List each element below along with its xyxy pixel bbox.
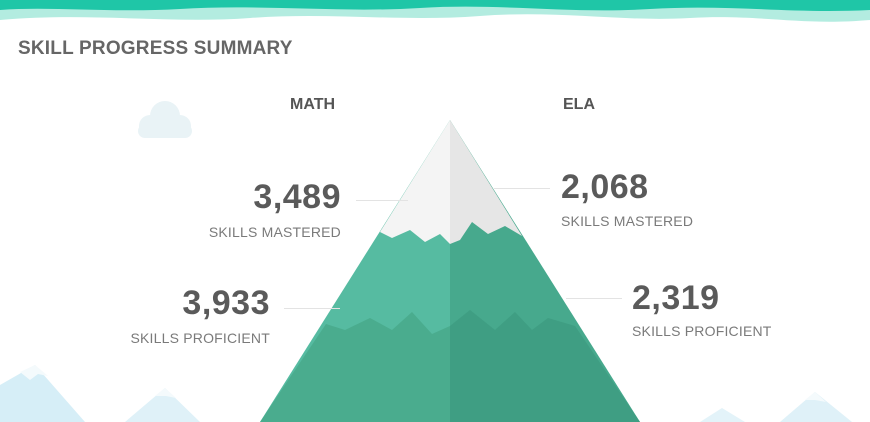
- ela-mastered-value: 2,068: [561, 168, 649, 206]
- ela-proficient-label: SKILLS PROFICIENT: [632, 323, 772, 339]
- ela-mastered-connector: [494, 188, 550, 189]
- math-heading: MATH: [290, 96, 336, 113]
- background-hills-right: [700, 392, 852, 422]
- ela-proficient-connector: [566, 298, 622, 299]
- main-mountain: [260, 120, 640, 422]
- ela-proficient-value: 2,319: [632, 279, 720, 317]
- math-proficient-label: SKILLS PROFICIENT: [130, 330, 270, 346]
- ela-heading: ELA: [563, 96, 595, 113]
- math-proficient-value: 3,933: [182, 284, 270, 322]
- wave-banner: [0, 0, 870, 22]
- math-mastered-label: SKILLS MASTERED: [208, 224, 341, 240]
- cloud-icon: [138, 101, 192, 138]
- math-mastered-connector: [356, 200, 408, 201]
- ela-mastered-label: SKILLS MASTERED: [561, 213, 694, 229]
- math-mastered-value: 3,489: [253, 178, 341, 216]
- page-title: SKILL PROGRESS SUMMARY: [18, 38, 293, 59]
- math-proficient-connector: [284, 308, 340, 309]
- background-hills-left: [0, 365, 200, 422]
